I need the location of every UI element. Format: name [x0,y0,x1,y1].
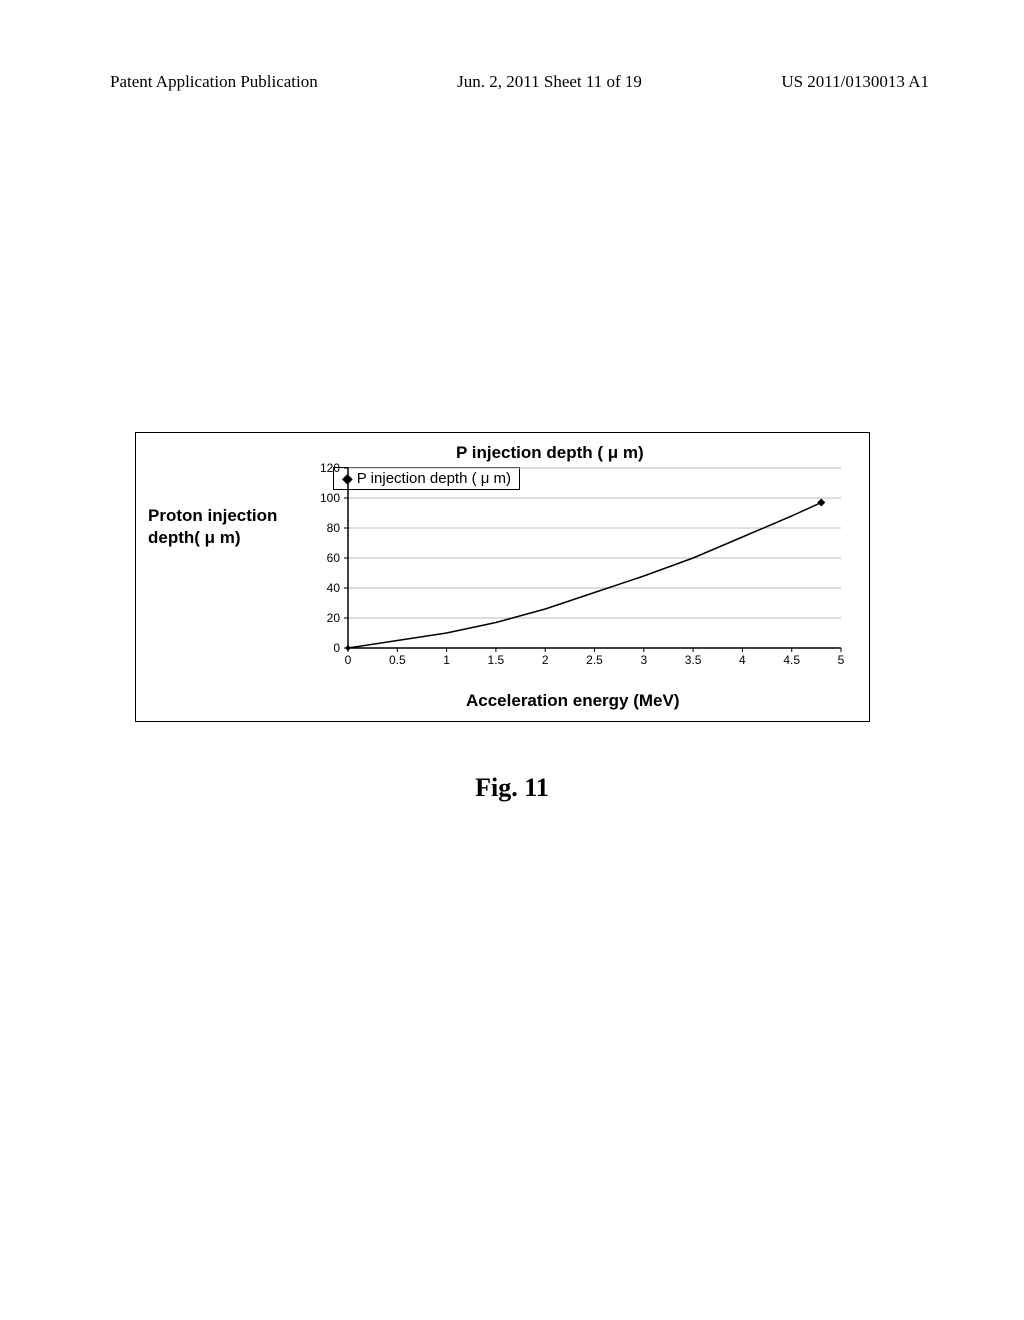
svg-text:100: 100 [320,491,340,505]
chart-plot-area: 0 0.5 1 1.5 2 2.5 3 3.5 4 4.5 5 0 20 40 60 80 100 120 [318,463,846,673]
svg-text:1.5: 1.5 [488,653,505,667]
svg-text:4.5: 4.5 [783,653,800,667]
chart-container: P injection depth ( μ m) ◆ P injection d… [135,432,870,722]
header-left: Patent Application Publication [110,72,318,92]
svg-text:60: 60 [327,551,341,565]
svg-text:0: 0 [345,653,352,667]
svg-text:20: 20 [327,611,341,625]
x-axis-label: Acceleration energy (MeV) [466,691,680,711]
chart-title: P injection depth ( μ m) [456,443,644,463]
svg-text:0.5: 0.5 [389,653,406,667]
svg-text:1: 1 [443,653,450,667]
svg-text:0: 0 [333,641,340,655]
svg-text:2: 2 [542,653,549,667]
svg-text:40: 40 [327,581,341,595]
chart-svg: 0 0.5 1 1.5 2 2.5 3 3.5 4 4.5 5 0 20 40 60 80 100 120 [318,463,846,673]
svg-text:2.5: 2.5 [586,653,603,667]
header-center: Jun. 2, 2011 Sheet 11 of 19 [457,72,642,92]
page-header: Patent Application Publication Jun. 2, 2… [0,72,1024,92]
header-right: US 2011/0130013 A1 [781,72,929,92]
svg-text:5: 5 [838,653,845,667]
svg-text:3.5: 3.5 [685,653,702,667]
svg-text:80: 80 [327,521,341,535]
figure-caption: Fig. 11 [0,773,1024,803]
svg-text:4: 4 [739,653,746,667]
svg-text:120: 120 [320,463,340,475]
svg-text:3: 3 [640,653,647,667]
